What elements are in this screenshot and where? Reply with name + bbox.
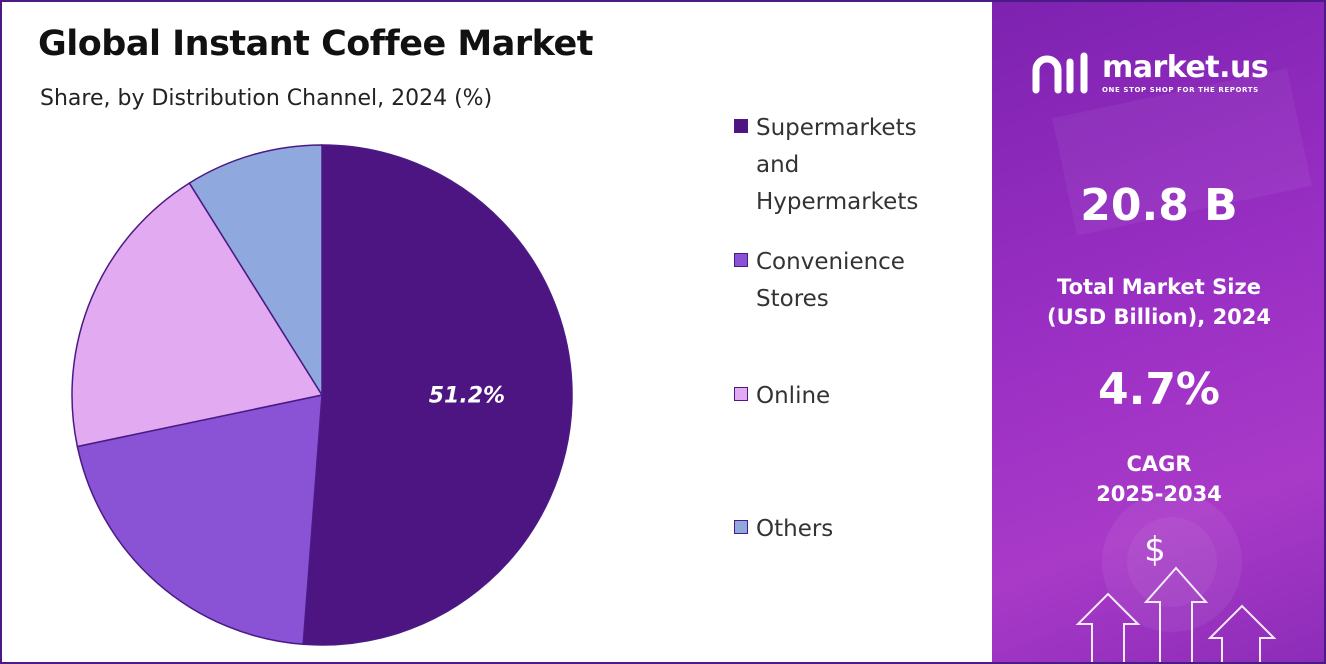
legend-item-convenience-stores: Convenience Stores [734,244,984,318]
market-us-logo-icon [1032,52,1088,94]
chart-title: Global Instant Coffee Market [38,24,593,64]
legend-label-supermarkets: Supermarkets and Hypermarkets [756,115,919,215]
legend-swatch-others [734,520,748,534]
pie-slice-online [71,182,324,448]
chart-subtitle: Share, by Distribution Channel, 2024 (%) [40,86,493,111]
legend-label-convenience-stores: Convenience Stores [756,249,905,312]
market-size-value: 20.8 B [1080,180,1238,231]
pie-slice-others [188,144,323,398]
chart-panel: Global Instant Coffee Market Share, by D… [2,2,990,662]
dollar-sign-icon: $ [1144,530,1166,570]
market-size-label: Total Market Size (USD Billion), 2024 [1046,275,1272,329]
cagr-value: 4.7% [1097,364,1221,415]
pie-slice-convenience-stores [76,394,323,646]
growth-arrows-icon [1075,566,1277,662]
background-decoration [1052,68,1312,662]
pie-data-label: 51.2% [429,383,505,408]
brand-name: market.us [1102,49,1269,85]
legend-item-others: Others [734,511,984,548]
brand-tagline: ONE STOP SHOP FOR THE REPORTS [1102,85,1259,94]
brand-logo: market.us ONE STOP SHOP FOR THE REPORTS [1032,49,1269,96]
legend-swatch-supermarkets [734,119,748,133]
legend-item-supermarkets: Supermarkets and Hypermarkets [734,110,984,221]
legend-swatch-online [734,387,748,401]
legend-item-online: Online [734,378,984,415]
cagr-label: CAGR 2025-2034 [1096,452,1222,506]
legend-label-online: Online [756,383,831,409]
stats-panel: market.us ONE STOP SHOP FOR THE REPORTS … [992,2,1324,662]
legend-label-others: Others [756,516,834,542]
pie-chart: 51.2% [71,144,573,646]
pie-slice-supermarkets-and-hypermarkets [302,144,573,646]
legend-swatch-convenience-stores [734,253,748,267]
